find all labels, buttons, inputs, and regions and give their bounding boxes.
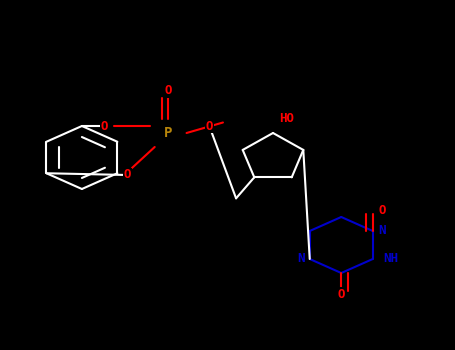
Text: N: N: [378, 224, 386, 238]
Text: P: P: [164, 126, 172, 140]
Text: O: O: [338, 287, 345, 301]
Text: O: O: [378, 203, 386, 217]
Text: O: O: [124, 168, 131, 182]
Text: HO: HO: [279, 112, 294, 126]
Text: N: N: [297, 252, 304, 266]
Text: NH: NH: [384, 252, 399, 266]
Text: O: O: [206, 119, 213, 133]
Text: O: O: [101, 119, 108, 133]
Text: O: O: [165, 84, 172, 98]
